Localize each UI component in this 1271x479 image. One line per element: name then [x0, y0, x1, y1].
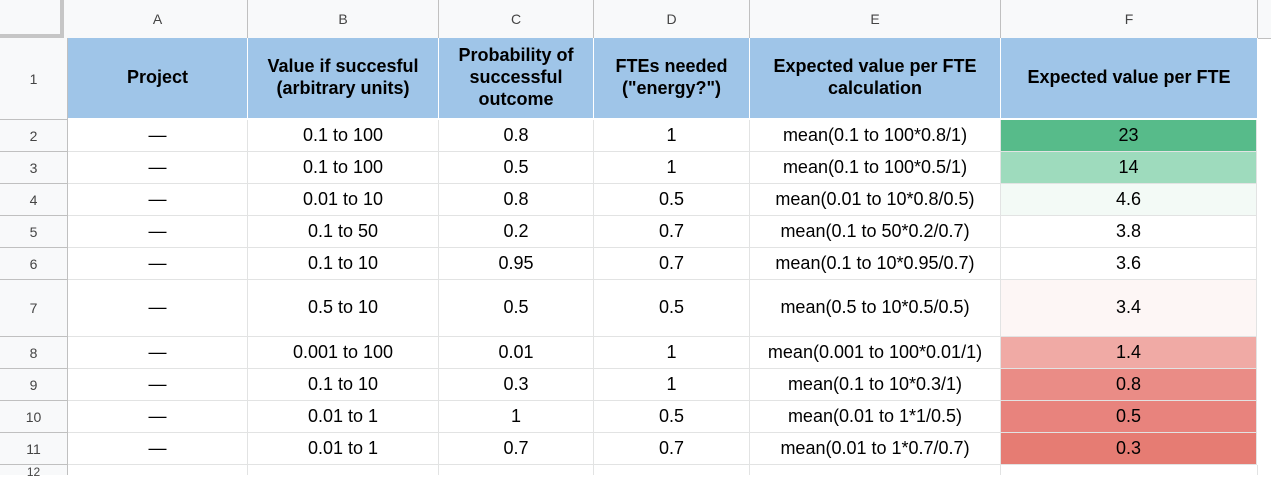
cell-b8[interactable]: 0.001 to 100	[248, 337, 439, 369]
cell-c8[interactable]: 0.01	[439, 337, 594, 369]
cell-e6[interactable]: mean(0.1 to 10*0.95/0.7)	[750, 248, 1001, 280]
cell-a3[interactable]: —	[68, 152, 248, 184]
cell-c6[interactable]: 0.95	[439, 248, 594, 280]
cell-b12[interactable]	[248, 465, 439, 475]
row-header-2[interactable]: 2	[0, 120, 68, 152]
cell-e12[interactable]	[750, 465, 1001, 475]
row-header-6[interactable]: 6	[0, 248, 68, 280]
cell-c7[interactable]: 0.5	[439, 280, 594, 337]
cell-d6[interactable]: 0.7	[594, 248, 750, 280]
cell-d8[interactable]: 1	[594, 337, 750, 369]
cell-b6[interactable]: 0.1 to 10	[248, 248, 439, 280]
cell-b3[interactable]: 0.1 to 100	[248, 152, 439, 184]
cell-c5[interactable]: 0.2	[439, 216, 594, 248]
cell-c12[interactable]	[439, 465, 594, 475]
cell-b7[interactable]: 0.5 to 10	[248, 280, 439, 337]
header-cell-c[interactable]: Probability of successful outcome	[439, 38, 594, 120]
cell-e9[interactable]: mean(0.1 to 10*0.3/1)	[750, 369, 1001, 401]
cell-f3[interactable]: 14	[1001, 152, 1257, 184]
cell-e11[interactable]: mean(0.01 to 1*0.7/0.7)	[750, 433, 1001, 465]
cell-c4[interactable]: 0.8	[439, 184, 594, 216]
row-header-11[interactable]: 11	[0, 433, 68, 465]
cell-f7[interactable]: 3.4	[1001, 280, 1257, 337]
cell-a11[interactable]: —	[68, 433, 248, 465]
cell-f10[interactable]: 0.5	[1001, 401, 1257, 433]
column-header-f[interactable]: F	[1001, 0, 1258, 38]
cell-d2[interactable]: 1	[594, 120, 750, 152]
header-cell-b[interactable]: Value if succesful (arbitrary units)	[248, 38, 439, 120]
row-header-5[interactable]: 5	[0, 216, 68, 248]
column-header-d[interactable]: D	[594, 0, 750, 38]
column-header-e[interactable]: E	[750, 0, 1001, 38]
row-header-9[interactable]: 9	[0, 369, 68, 401]
header-cell-d[interactable]: FTEs needed ("energy?")	[594, 38, 750, 120]
cell-e7[interactable]: mean(0.5 to 10*0.5/0.5)	[750, 280, 1001, 337]
cell-c11[interactable]: 0.7	[439, 433, 594, 465]
cell-f4[interactable]: 4.6	[1001, 184, 1257, 216]
cell-a9[interactable]: —	[68, 369, 248, 401]
cell-c3[interactable]: 0.5	[439, 152, 594, 184]
cell-b5[interactable]: 0.1 to 50	[248, 216, 439, 248]
header-cell-f[interactable]: Expected value per FTE	[1001, 38, 1258, 120]
row-header-8[interactable]: 8	[0, 337, 68, 369]
cell-f11[interactable]: 0.3	[1001, 433, 1257, 465]
select-all-corner[interactable]	[0, 0, 64, 38]
cell-e5[interactable]: mean(0.1 to 50*0.2/0.7)	[750, 216, 1001, 248]
row-header-3[interactable]: 3	[0, 152, 68, 184]
cell-a2[interactable]: —	[68, 120, 248, 152]
header-cell-e[interactable]: Expected value per FTE calculation	[750, 38, 1001, 120]
cell-a8[interactable]: —	[68, 337, 248, 369]
cell-f5[interactable]: 3.8	[1001, 216, 1257, 248]
cell-d11[interactable]: 0.7	[594, 433, 750, 465]
cell-b4[interactable]: 0.01 to 10	[248, 184, 439, 216]
cell-c2[interactable]: 0.8	[439, 120, 594, 152]
cell-e4[interactable]: mean(0.01 to 10*0.8/0.5)	[750, 184, 1001, 216]
cell-f9[interactable]: 0.8	[1001, 369, 1257, 401]
cell-a10[interactable]: —	[68, 401, 248, 433]
row-header-7[interactable]: 7	[0, 280, 68, 337]
cell-d3[interactable]: 1	[594, 152, 750, 184]
column-header-c[interactable]: C	[439, 0, 594, 38]
cell-a12[interactable]	[68, 465, 248, 475]
cell-e10[interactable]: mean(0.01 to 1*1/0.5)	[750, 401, 1001, 433]
cell-b9[interactable]: 0.1 to 10	[248, 369, 439, 401]
cell-a7[interactable]: —	[68, 280, 248, 337]
cell-d12[interactable]	[594, 465, 750, 475]
cell-b2[interactable]: 0.1 to 100	[248, 120, 439, 152]
cell-b11[interactable]: 0.01 to 1	[248, 433, 439, 465]
cell-f2[interactable]: 23	[1001, 120, 1257, 152]
cell-a4[interactable]: —	[68, 184, 248, 216]
cell-d4[interactable]: 0.5	[594, 184, 750, 216]
cell-e8[interactable]: mean(0.001 to 100*0.01/1)	[750, 337, 1001, 369]
header-cell-a[interactable]: Project	[68, 38, 248, 120]
row-header-12[interactable]: 12	[0, 465, 68, 479]
cell-e3[interactable]: mean(0.1 to 100*0.5/1)	[750, 152, 1001, 184]
cell-e2[interactable]: mean(0.1 to 100*0.8/1)	[750, 120, 1001, 152]
column-header-b[interactable]: B	[248, 0, 439, 38]
cell-c9[interactable]: 0.3	[439, 369, 594, 401]
cell-d5[interactable]: 0.7	[594, 216, 750, 248]
row-header-10[interactable]: 10	[0, 401, 68, 433]
cell-b10[interactable]: 0.01 to 1	[248, 401, 439, 433]
cell-f6[interactable]: 3.6	[1001, 248, 1257, 280]
cell-a5[interactable]: —	[68, 216, 248, 248]
cell-f12[interactable]	[1001, 465, 1258, 475]
cell-d9[interactable]: 1	[594, 369, 750, 401]
cell-d7[interactable]: 0.5	[594, 280, 750, 337]
cell-a6[interactable]: —	[68, 248, 248, 280]
row-header-1[interactable]: 1	[0, 38, 68, 120]
cell-c10[interactable]: 1	[439, 401, 594, 433]
row-header-4[interactable]: 4	[0, 184, 68, 216]
cell-d10[interactable]: 0.5	[594, 401, 750, 433]
column-header-a[interactable]: A	[68, 0, 248, 38]
cell-f8[interactable]: 1.4	[1001, 337, 1257, 369]
